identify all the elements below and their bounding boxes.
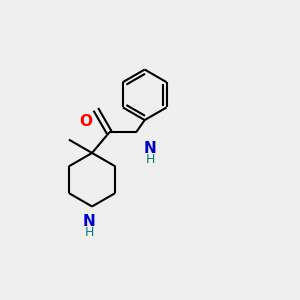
Text: N: N	[83, 214, 95, 229]
Text: H: H	[145, 153, 155, 166]
Text: O: O	[80, 114, 93, 129]
Text: H: H	[84, 226, 94, 239]
Text: N: N	[144, 141, 156, 156]
